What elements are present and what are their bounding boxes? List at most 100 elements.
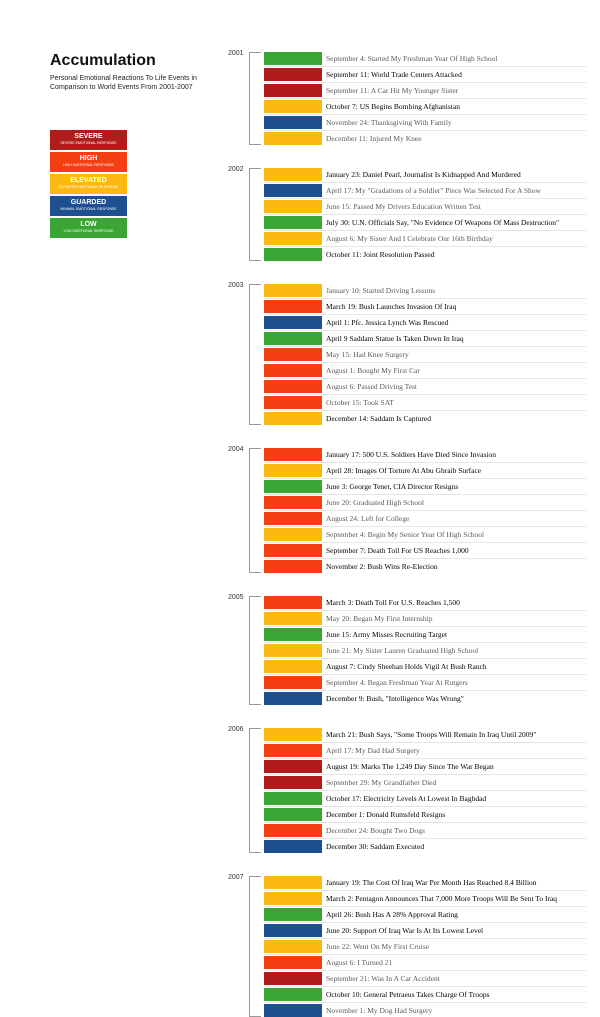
row-separator: [264, 838, 586, 839]
event-level-bar: [264, 464, 322, 477]
event-level-bar: [264, 660, 322, 673]
event-label: March 3: Death Toll For U.S. Reaches 1,5…: [326, 598, 460, 607]
event-level-bar: [264, 824, 322, 837]
event-label: September 11: A Car Hit My Younger Siste…: [326, 86, 459, 95]
event-level-bar: [264, 396, 322, 409]
row-separator: [264, 938, 586, 939]
event-level-bar: [264, 232, 322, 245]
page-title: Accumulation: [50, 52, 156, 69]
row-separator: [264, 298, 586, 299]
event-level-bar: [264, 644, 322, 657]
threat-level-legend: SEVERE SEVERE EMOTIONAL RESPONSE HIGH HI…: [50, 130, 127, 240]
event-label: October 15: Took SAT: [326, 398, 394, 407]
row-separator: [264, 478, 586, 479]
event-label: November 24: Thanksgiving With Family: [326, 118, 452, 127]
event-level-bar: [264, 200, 322, 213]
event-level-bar: [264, 876, 322, 889]
event-level-bar: [264, 348, 322, 361]
event-label: April 28: Images Of Torture At Abu Ghrai…: [326, 466, 482, 475]
row-separator: [264, 822, 586, 823]
row-separator: [264, 330, 586, 331]
row-separator: [264, 806, 586, 807]
event-level-bar: [264, 840, 322, 853]
legend-label: LOW: [80, 221, 97, 228]
event-level-bar: [264, 116, 322, 129]
row-separator: [264, 742, 586, 743]
year-bracket: [249, 596, 261, 705]
event-label: January 17: 500 U.S. Soldiers Have Died …: [326, 450, 496, 459]
row-separator: [264, 954, 586, 955]
row-separator: [264, 198, 586, 199]
row-separator: [264, 626, 586, 627]
year-bracket: [249, 728, 261, 853]
event-label: October 7: US Begins Bombing Afghanistan: [326, 102, 460, 111]
event-label: March 2: Pentagon Announces That 7,000 M…: [326, 894, 558, 903]
legend-label: SEVERE: [74, 133, 103, 140]
row-separator: [264, 314, 586, 315]
event-label: December 9: Bush, "Intelligence Was Wron…: [326, 694, 464, 703]
event-label: June 15: Army Misses Recruiting Target: [326, 630, 448, 639]
year-bracket: [249, 448, 261, 573]
row-separator: [264, 610, 586, 611]
event-label: September 7: Death Toll For US Reaches 1…: [326, 546, 469, 555]
row-separator: [264, 890, 586, 891]
row-separator: [264, 130, 586, 131]
page-subtitle: Personal Emotional Reactions To Life Eve…: [50, 75, 197, 91]
event-level-bar: [264, 940, 322, 953]
event-label: June 3: George Tenet, CIA Director Resig…: [326, 482, 459, 491]
event-level-bar: [264, 1004, 322, 1017]
event-level-bar: [264, 68, 322, 81]
event-level-bar: [264, 892, 322, 905]
row-separator: [264, 378, 586, 379]
event-level-bar: [264, 496, 322, 509]
year-bracket: [249, 168, 261, 261]
event-label: September 4: Began Freshman Year At Rutg…: [326, 678, 468, 687]
event-label: August 24: Left for College: [326, 514, 410, 523]
event-level-bar: [264, 332, 322, 345]
event-label: September 21: Was In A Car Accident: [326, 974, 440, 983]
event-label: January 23: Daniel Pearl, Journalist Is …: [326, 170, 521, 179]
event-label: September 11: World Trade Centers Attack…: [326, 70, 462, 79]
legend-description: HIGH EMOTIONAL RESPONSE: [63, 163, 114, 167]
event-level-bar: [264, 924, 322, 937]
event-label: August 6: Passed Driving Test: [326, 382, 418, 391]
event-level-bar: [264, 676, 322, 689]
row-separator: [264, 986, 586, 987]
row-separator: [264, 790, 586, 791]
event-level-bar: [264, 52, 322, 65]
event-label: December 30: Saddam Executed: [326, 842, 425, 851]
event-label: August 7: Cindy Sheehan Holds Vigil At B…: [326, 662, 487, 671]
legend-description: MINIMAL EMOTIONAL RESPONSE: [60, 207, 117, 211]
event-label: June 22: Went On My First Cruise: [326, 942, 430, 951]
row-separator: [264, 246, 586, 247]
row-separator: [264, 510, 586, 511]
row-separator: [264, 462, 586, 463]
year-label: 2002: [228, 166, 244, 173]
event-label: August 19: Marks The 1,249 Day Since The…: [326, 762, 494, 771]
year-label: 2001: [228, 50, 244, 57]
event-label: October 17: Electricity Levels At Lowest…: [326, 794, 487, 803]
event-level-bar: [264, 316, 322, 329]
row-separator: [264, 1002, 586, 1003]
event-label: April 1: Pfc. Jessica Lynch Was Rescued: [326, 318, 449, 327]
event-label: September 29: My Grandfather Died: [326, 778, 437, 787]
event-label: December 1: Donald Rumsfeld Resigns: [326, 810, 446, 819]
row-separator: [264, 346, 586, 347]
year-bracket: [249, 284, 261, 425]
legend-description: ELEVATED EMOTIONAL RESPONSE: [58, 185, 119, 189]
row-separator: [264, 66, 586, 67]
event-level-bar: [264, 692, 322, 705]
event-label: October 11: Joint Resolution Passed: [326, 250, 435, 259]
event-label: March 19: Bush Launches Invasion Of Iraq: [326, 302, 457, 311]
row-separator: [264, 674, 586, 675]
event-level-bar: [264, 216, 322, 229]
event-level-bar: [264, 380, 322, 393]
event-level-bar: [264, 300, 322, 313]
event-level-bar: [264, 596, 322, 609]
row-separator: [264, 970, 586, 971]
row-separator: [264, 362, 586, 363]
row-separator: [264, 494, 586, 495]
event-label: December 14: Saddam Is Captured: [326, 414, 431, 423]
event-label: May 15: Had Knee Surgery: [326, 350, 409, 359]
row-separator: [264, 758, 586, 759]
